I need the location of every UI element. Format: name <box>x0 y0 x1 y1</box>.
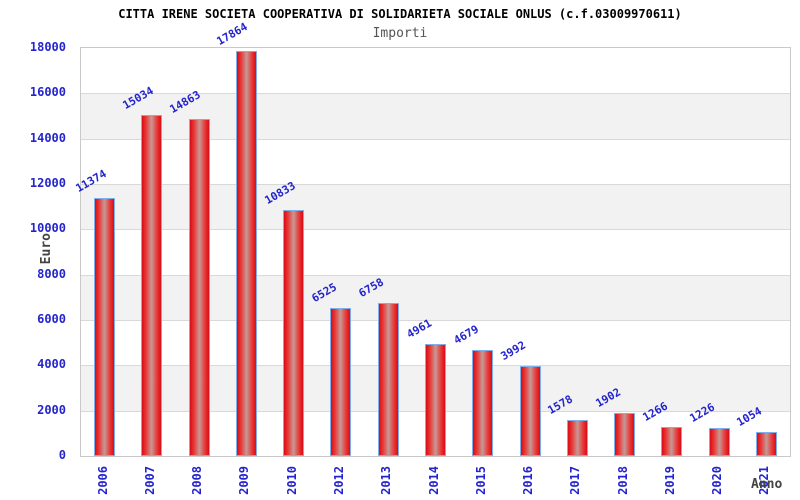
bar-2007 <box>141 115 163 456</box>
y-tick-label: 4000 <box>37 357 66 372</box>
y-axis-labels: 0 2000 4000 6000 8000 10000 12000 14000 16000 180… <box>0 40 66 462</box>
bar-2008 <box>188 119 210 456</box>
plot-band <box>81 274 790 320</box>
x-tick-label: 2013 <box>379 466 394 495</box>
bar-2014 <box>425 343 446 456</box>
plot-band <box>81 184 790 230</box>
bar-2016 <box>519 365 541 456</box>
chart-title: CITTA IRENE SOCIETA COOPERATIVA DI SOLID… <box>118 7 682 21</box>
x-tick-label: 2016 <box>521 466 536 495</box>
x-tick-label: 2015 <box>473 466 488 495</box>
x-tick-label: 2017 <box>568 466 583 495</box>
x-tick-label: 2018 <box>615 466 630 495</box>
plot-band <box>81 229 790 274</box>
bar-2017 <box>566 420 588 456</box>
gridline <box>81 138 790 140</box>
x-tick-label: 2014 <box>426 466 441 495</box>
y-tick-label: 18000 <box>29 40 66 54</box>
bar-2019 <box>661 427 683 456</box>
x-tick-label: 2012 <box>331 466 346 495</box>
bar-2009 <box>235 51 257 456</box>
y-tick-label: 8000 <box>37 266 66 281</box>
x-axis-title: Anno <box>751 477 783 492</box>
x-tick-label: 2020 <box>710 466 725 495</box>
bar-2020 <box>708 428 730 456</box>
gridline <box>81 93 790 95</box>
bar-value-label: 17864 <box>214 20 251 49</box>
y-tick-label: 14000 <box>29 130 66 145</box>
y-tick-label: 6000 <box>37 312 66 326</box>
y-tick-label: 12000 <box>29 176 66 190</box>
bar-2021 <box>755 432 777 456</box>
x-tick-label: 2006 <box>95 466 110 495</box>
x-tick-label: 2008 <box>190 466 205 495</box>
x-tick-label: 2009 <box>237 466 252 495</box>
x-tick-label: 2007 <box>142 466 157 495</box>
bar-2010 <box>283 210 305 456</box>
y-tick-label: 2000 <box>37 402 66 417</box>
gridline <box>81 274 790 276</box>
bar-2013 <box>377 302 399 456</box>
y-tick-label: 10000 <box>29 221 66 236</box>
plot-area: 11374 15034 14863 17864 10833 6525 6758 4961 467… <box>73 20 791 457</box>
bar-2018 <box>614 412 636 456</box>
gridline <box>81 229 790 231</box>
y-tick-label: 0 <box>58 448 66 462</box>
x-tick-label: 2010 <box>284 466 299 495</box>
gridline <box>81 320 790 321</box>
bar-2015 <box>472 349 494 456</box>
gridline <box>81 184 790 185</box>
plot-band <box>81 139 790 184</box>
chart-subtitle: Importi <box>372 26 428 41</box>
x-axis-labels: 2006 2007 2008 2009 2010 2012 2013 2014 2015 2016… <box>80 464 791 500</box>
y-tick-label: 16000 <box>29 85 66 100</box>
bar-2012 <box>330 308 352 456</box>
x-tick-label: 2019 <box>662 466 677 495</box>
plot-band <box>81 48 790 93</box>
bar-2006 <box>94 198 116 456</box>
